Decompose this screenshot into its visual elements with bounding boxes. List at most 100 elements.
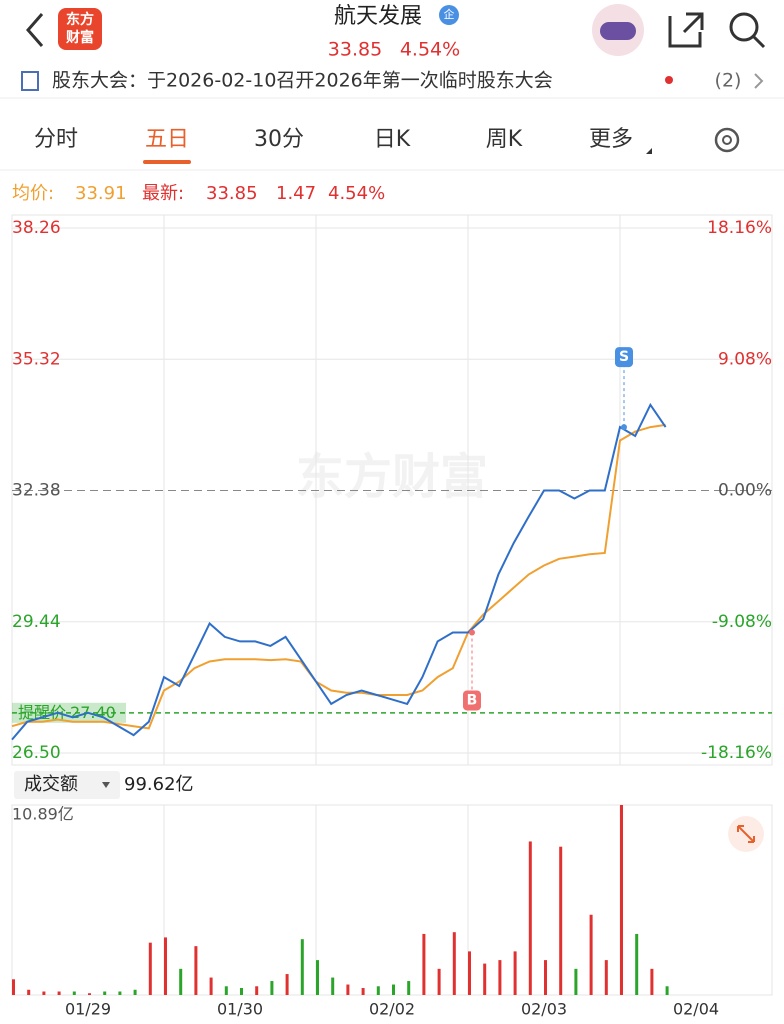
latest-label: 最新:: [142, 183, 184, 204]
volume-bar: [650, 968, 654, 995]
logo-text: 东方: [66, 11, 94, 28]
volume-bar: [133, 989, 137, 995]
marker-dot: [621, 424, 627, 431]
logo[interactable]: [58, 8, 102, 50]
marker-badge: [615, 347, 633, 368]
x-tick-label: 01/29: [65, 1000, 111, 1019]
tabs: 分时 五日 30分 日K 周K 更多: [34, 127, 652, 164]
volume-bar: [316, 960, 319, 995]
tab[interactable]: 五日: [145, 127, 189, 152]
volume-bar: [103, 991, 107, 995]
volume-bar: [346, 984, 350, 995]
logo-text: 财富: [65, 29, 94, 46]
volume-bar: [483, 963, 487, 995]
volume-bar: [437, 968, 441, 995]
volume-bar: [452, 932, 456, 995]
marker-label: S: [619, 349, 629, 365]
volume-bar: [300, 939, 304, 995]
change-pct: 4.54%: [328, 183, 385, 204]
tab-underline: [143, 160, 191, 164]
dropdown-arrow: [102, 782, 110, 788]
x-tick-label: 02/03: [521, 1000, 567, 1019]
volume-bar: [164, 937, 167, 995]
volume-bar: [118, 991, 122, 995]
y2-tick-label: -18.16%: [701, 743, 772, 763]
volume-bar: [376, 986, 380, 995]
share-icon[interactable]: [668, 12, 704, 48]
reminder-label: 提醒价: [18, 702, 66, 721]
y2-tick-label: 0.00%: [718, 481, 772, 501]
volume-bar: [468, 951, 471, 995]
chart-frame: [11, 804, 773, 996]
y2-tick-label: -9.08%: [712, 612, 772, 632]
notice-arrow: [754, 73, 764, 89]
avg-label: 均价:: [12, 183, 54, 204]
volume-bar: [270, 981, 274, 995]
volume-bar: [194, 946, 198, 995]
x-tick-label: 02/02: [369, 1000, 415, 1019]
x-tick-label: 02/04: [673, 1000, 719, 1019]
indicator-select[interactable]: [14, 771, 120, 799]
volume-bar: [179, 968, 183, 995]
volume-bar: [528, 841, 532, 995]
volume-bar: [27, 989, 31, 995]
search-icon: [752, 35, 766, 49]
stock-name: 航天发展: [334, 4, 422, 29]
price-chart: 38.26 35.32 32.38 29.44 26.50 18.16% 9.08% 0.00…: [11, 214, 773, 766]
volume-bar: [72, 991, 76, 995]
badge: [439, 5, 459, 25]
volume-bar: [635, 933, 639, 995]
tab[interactable]: 分时: [34, 127, 78, 152]
tab[interactable]: 更多: [589, 127, 633, 152]
indicator-name: 成交额: [24, 774, 78, 795]
x-tick-label: 01/30: [217, 1000, 263, 1019]
volume-bar: [620, 805, 623, 995]
volume-bar: [361, 988, 365, 995]
y-tick-label: 32.38: [12, 481, 61, 501]
tab[interactable]: 日K: [374, 127, 411, 152]
marker-dot: [469, 629, 475, 636]
change: 1.47: [276, 183, 316, 204]
avatar-face: [600, 22, 636, 40]
volume-bar: [331, 977, 335, 995]
volume-bar: [255, 986, 259, 995]
latest-value: 33.85: [206, 183, 258, 204]
y-tick-label: 35.32: [12, 349, 61, 369]
avg-line: [11, 423, 666, 730]
price-line: [11, 402, 667, 741]
volume-bar: [42, 991, 46, 995]
volume-bar: [589, 914, 593, 995]
settings-icon[interactable]: [714, 127, 740, 153]
volume-bar: [574, 968, 578, 995]
volume-bar: [604, 960, 608, 995]
volume-bar: [57, 991, 61, 995]
volume-bar: [498, 960, 502, 995]
marker-label: B: [467, 692, 478, 708]
reminder-value: 27.40: [70, 702, 116, 721]
total-volume: 99.62亿: [124, 774, 194, 795]
watermark: 东方财富: [296, 449, 488, 505]
volume-bar: [665, 986, 669, 995]
marker-badge: [463, 690, 481, 711]
volume-bar: [12, 979, 15, 995]
notice-text[interactable]: 股东大会：于2026-02-10召开2026年第一次临时股东大会: [52, 70, 553, 92]
change-pct: 4.54%: [400, 39, 460, 61]
back-icon[interactable]: [26, 13, 44, 47]
avg-value: 33.91: [75, 183, 127, 204]
volume-bar: [148, 942, 152, 995]
volume-bar: [422, 933, 426, 995]
tab[interactable]: 30分: [254, 127, 304, 152]
tab[interactable]: 周K: [486, 127, 523, 152]
y-tick-label: 26.50: [12, 743, 61, 763]
volume-bar: [544, 960, 547, 995]
more-arrow: [646, 148, 652, 154]
volume-chart: 10.89亿 01/29 01/30 02/02 02/03 02/04: [11, 804, 773, 1019]
search-icon[interactable]: [729, 12, 759, 42]
notice-count: (2): [715, 70, 742, 92]
expand-icon: [737, 825, 755, 843]
reminder-text: 提醒价 27.40: [18, 702, 116, 721]
y-tick-label: 29.44: [12, 612, 61, 632]
volume-bar: [392, 984, 395, 995]
